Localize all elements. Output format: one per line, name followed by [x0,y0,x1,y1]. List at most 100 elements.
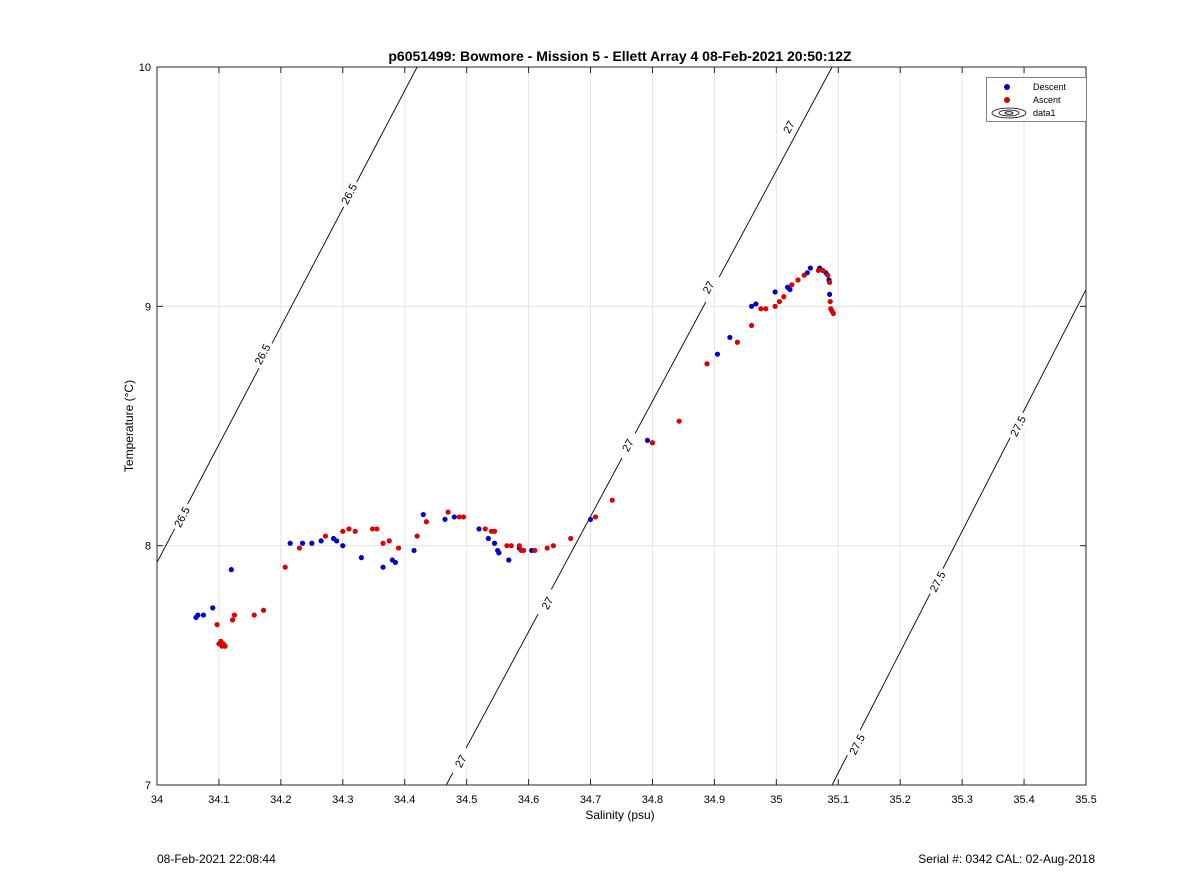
contour-line [156,66,418,563]
contour-label: 27 [781,119,797,135]
contour-line [445,66,833,786]
descent-point [506,557,512,563]
x-tick-label: 34.2 [270,794,291,806]
descent-point [587,516,594,522]
contour-label-bg [169,501,195,533]
ascent-point [374,526,380,532]
ascent-point [445,509,451,515]
data-points [193,265,836,649]
descent-marker-icon [1004,84,1010,90]
ascent-point [827,298,833,305]
contour-label-bg [447,745,474,777]
contour-label-bg [775,111,802,143]
legend-label-ascent: Ascent [1033,95,1061,105]
contour-label-bg [336,178,362,210]
ascent-point [491,528,498,534]
descent-point [411,547,417,554]
contour-label-bg [249,338,275,370]
descent-point [451,514,457,520]
ascent-point [231,612,238,618]
descent-point [496,550,502,556]
descent-point [195,612,201,618]
axis-ticks: 34 34.1 34.2 34.3 34.4 34.5 34.6 34.7 34.8 34.9 35… [139,62,1097,806]
contour-label-bg [844,728,870,760]
ascent-point [380,540,386,546]
ascent-point [229,617,236,623]
ascent-point [830,310,836,317]
ascent-point [214,622,220,628]
y-tick-label: 8 [145,541,151,553]
y-tick-label: 7 [145,780,151,792]
descent-point [753,301,759,307]
ascent-point [222,643,228,649]
legend-item-ascent: Ascent [987,94,1086,106]
ascent-point [820,267,826,274]
ascent-point [763,306,769,312]
grid-lines [156,66,1087,786]
contour-label: 27 [701,279,717,295]
ascent-point [482,526,488,532]
descent-point [210,605,216,611]
descent-point [228,567,234,573]
legend-item-data1: data1 [987,107,1086,119]
ascent-point [296,545,303,551]
x-tick-label: 34.7 [580,794,601,806]
ascent-point [550,543,556,549]
x-tick-label: 35 [770,794,782,806]
ascent-point [795,277,801,283]
y-axis-label: Temperature (°C) [122,380,136,472]
ascent-point [386,538,392,544]
legend-label-data1: data1 [1033,108,1056,118]
x-tick-label: 34.8 [642,794,663,806]
descent-point [787,286,793,293]
ascent-point [568,535,574,542]
contour-label: 27 [620,437,636,453]
descent-point [485,535,491,542]
ascent-point [369,526,376,532]
x-tick-label: 34.6 [518,794,539,806]
descent-point [334,538,340,544]
descent-point [772,289,778,295]
contour-label-bg [534,587,560,619]
x-tick-label: 35.1 [828,794,849,806]
descent-point [287,540,293,546]
x-tick-label: 35.3 [951,794,972,806]
contour-label-bg [924,565,950,598]
descent-point [299,540,306,546]
ascent-point [508,543,514,549]
descent-point [644,437,651,443]
ascent-point [521,547,527,554]
descent-point [200,612,207,618]
ascent-point [801,272,807,278]
ascent-point [346,526,352,532]
ascent-point [251,612,257,618]
ascent-point [460,514,467,520]
ascent-point [826,279,833,285]
ascent-point [282,564,288,570]
ascent-point [748,322,755,329]
descent-point [727,334,733,341]
ascent-point [592,514,599,520]
x-axis-label: Salinity (psu) [585,808,654,822]
ascent-point [704,361,710,367]
chart-legend: Descent Ascent data1 [986,77,1087,122]
y-tick-label: 9 [145,301,151,313]
contour-label-bg [695,271,721,303]
ascent-point [516,543,522,549]
ascent-point [340,528,346,534]
descent-point [392,559,399,566]
descent-point [340,543,346,549]
descent-point [309,540,315,546]
ascent-point [758,306,764,312]
x-tick-label: 35.4 [1013,794,1034,806]
footer-timestamp: 08-Feb-2021 22:08:44 [157,852,276,866]
x-tick-label: 34.1 [208,794,229,806]
legend-item-descent: Descent [987,81,1086,93]
contour-label: 27 [453,753,469,769]
ascent-point [772,303,778,309]
x-tick-label: 34.3 [332,794,353,806]
x-tick-label: 34.4 [394,794,415,806]
ascent-point [825,272,831,278]
